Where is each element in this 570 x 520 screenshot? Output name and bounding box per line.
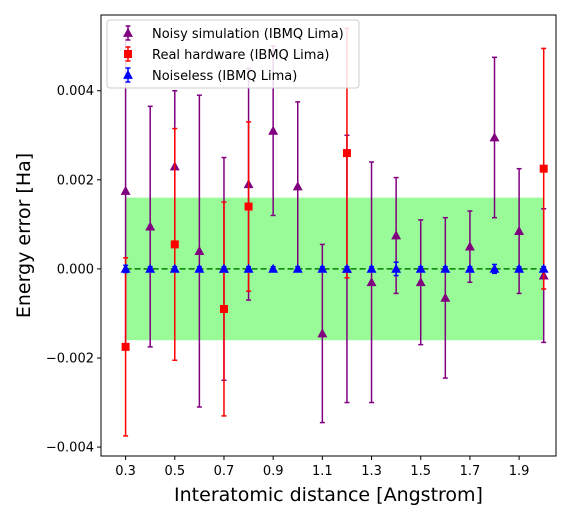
x-axis-ticks: 0.3 0.5 0.7 0.9 1.1 1.3 1.5 1.7 1.9 bbox=[115, 456, 529, 479]
x-tick-label: 1.3 bbox=[361, 464, 382, 479]
x-tick-label: 0.7 bbox=[214, 464, 235, 479]
data-point bbox=[391, 263, 402, 273]
data-point bbox=[464, 241, 475, 251]
y-tick-label: −0.004 bbox=[46, 441, 94, 456]
axes-frame bbox=[100, 14, 557, 457]
x-tick-label: 0.3 bbox=[115, 464, 136, 479]
data-point bbox=[292, 181, 303, 191]
legend-box bbox=[106, 19, 360, 89]
x-tick-label: 0.9 bbox=[263, 464, 284, 479]
y-axis-label: Energy error [Ha] bbox=[13, 153, 35, 318]
data-point bbox=[317, 328, 328, 338]
legend-entry-label: Noiseless (IBMQ Lima) bbox=[152, 69, 297, 84]
data-point bbox=[342, 263, 352, 273]
y-axis-ticks: −0.004 −0.002 0.000 0.002 0.004 bbox=[46, 84, 101, 456]
legend-marker bbox=[124, 50, 132, 58]
data-point bbox=[145, 263, 156, 273]
data-point bbox=[243, 263, 254, 273]
data-point bbox=[514, 263, 525, 273]
data-point bbox=[244, 202, 253, 211]
legend-marker bbox=[123, 27, 133, 37]
legend-entry-label: Noisy simulation (IBMQ Lima) bbox=[152, 27, 344, 42]
data-point bbox=[170, 240, 179, 249]
x-tick-label: 0.5 bbox=[164, 464, 185, 479]
x-axis-label: Interatomic distance [Angstrom] bbox=[174, 484, 483, 506]
data-point bbox=[440, 292, 451, 302]
data-point bbox=[391, 230, 402, 240]
data-point bbox=[120, 185, 131, 195]
data-point bbox=[169, 263, 180, 273]
y-tick-label: 0.002 bbox=[57, 173, 94, 188]
data-point bbox=[317, 263, 328, 273]
data-point bbox=[219, 305, 228, 313]
series-2 bbox=[120, 261, 549, 277]
data-point bbox=[268, 263, 279, 273]
legend: Noisy simulation (IBMQ Lima) Real hardwar… bbox=[106, 19, 360, 89]
y-tick-label: 0.004 bbox=[57, 84, 94, 99]
data-point bbox=[121, 342, 130, 351]
x-tick-label: 1.9 bbox=[509, 464, 530, 479]
data-point bbox=[194, 263, 205, 273]
x-tick-label: 1.1 bbox=[312, 464, 333, 479]
data-point bbox=[489, 263, 500, 273]
data-point bbox=[219, 263, 229, 273]
x-tick-label: 1.5 bbox=[410, 464, 431, 479]
y-tick-label: 0.000 bbox=[57, 262, 94, 277]
data-point bbox=[489, 132, 500, 142]
data-point bbox=[268, 125, 279, 135]
data-point bbox=[539, 164, 548, 173]
legend-entry-label: Real hardware (IBMQ Lima) bbox=[152, 48, 329, 63]
data-point bbox=[464, 263, 475, 273]
data-point bbox=[342, 149, 351, 158]
data-point bbox=[415, 277, 426, 287]
legend-marker bbox=[123, 69, 133, 79]
data-point bbox=[292, 263, 303, 273]
y-tick-label: −0.002 bbox=[46, 352, 94, 367]
x-tick-label: 1.7 bbox=[460, 464, 481, 479]
data-point bbox=[145, 221, 156, 231]
plot-area bbox=[120, 27, 549, 437]
data-point bbox=[538, 263, 549, 273]
data-point bbox=[194, 245, 205, 255]
data-point bbox=[366, 277, 377, 287]
data-point bbox=[440, 263, 451, 273]
data-point bbox=[120, 263, 131, 273]
data-point bbox=[366, 263, 377, 273]
data-point bbox=[514, 225, 525, 235]
data-point bbox=[415, 263, 426, 273]
